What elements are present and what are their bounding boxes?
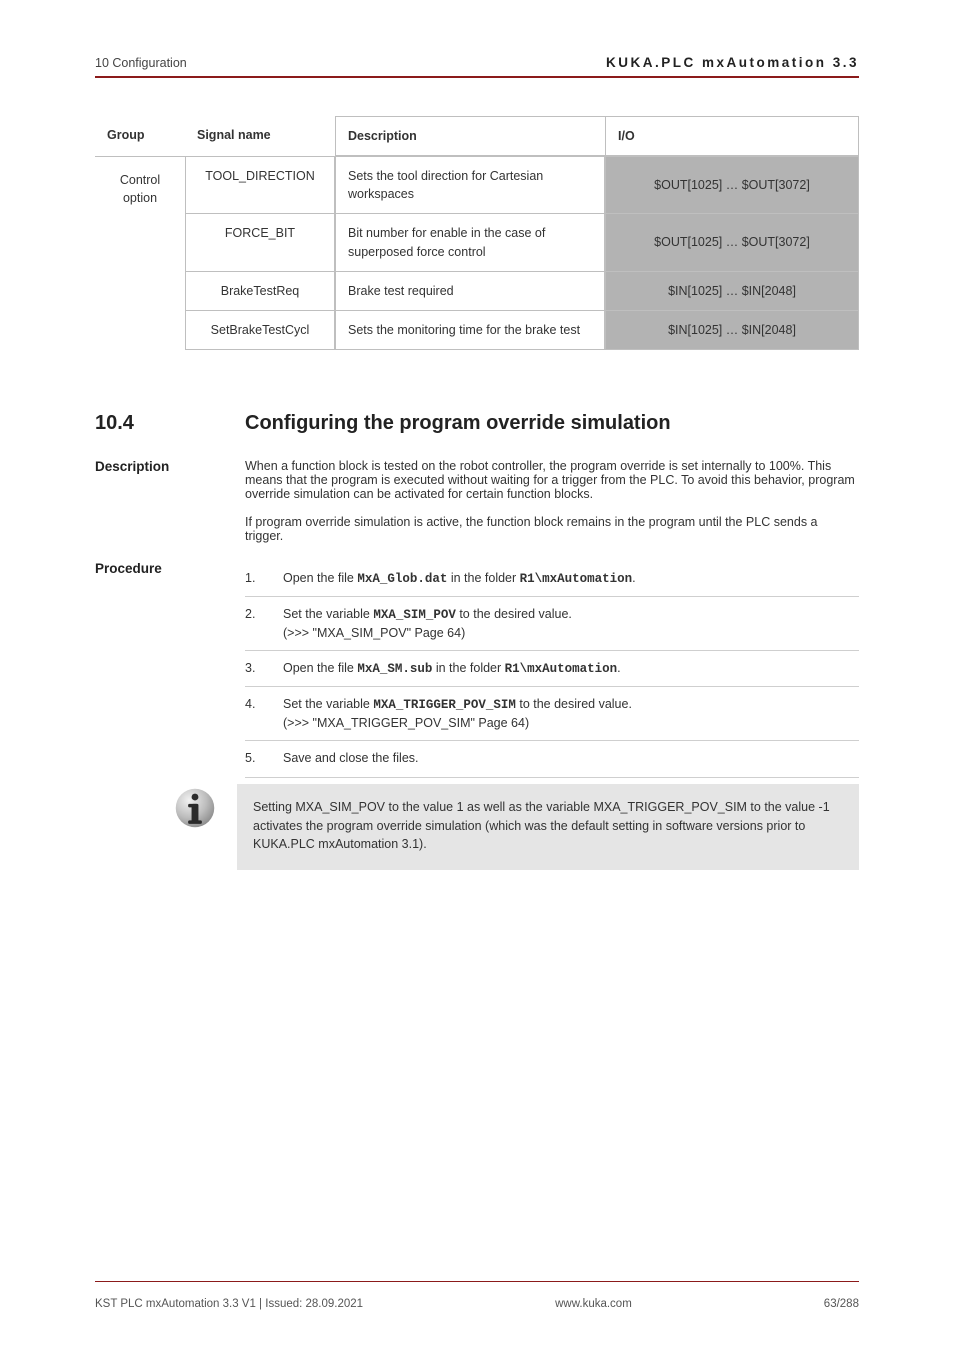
procedure-step: 3. Open the file MxA_SM.sub in the folde… (245, 651, 859, 687)
step-subtext: (>>> "MXA_SIM_POV" Page 64) (283, 626, 859, 640)
table-row: FORCE_BIT Bit number for enable in the c… (95, 214, 859, 271)
signal-desc: Sets the monitoring time for the brake t… (335, 311, 605, 350)
table-col-io: I/O (605, 116, 859, 156)
page-header: 10 Configuration KUKA.PLC mxAutomation 3… (95, 55, 859, 70)
signal-desc: Sets the tool direction for Cartesian wo… (335, 156, 605, 214)
step-text: Open the file MxA_SM.sub in the folder R… (283, 661, 859, 676)
procedure-step: 4. Set the variable MXA_TRIGGER_POV_SIM … (245, 687, 859, 741)
io-spec-table: Group Signal name Description I/O Contro… (95, 116, 859, 350)
procedure-step: 2. Set the variable MXA_SIM_POV to the d… (245, 597, 859, 651)
header-rule (95, 76, 859, 78)
signal-name: FORCE_BIT (185, 214, 335, 271)
signal-io: $OUT[1025] … $OUT[3072] (605, 156, 859, 214)
footer-url: www.kuka.com (555, 1298, 632, 1310)
signal-name: SetBrakeTestCycl (185, 311, 335, 350)
signal-io: $IN[1025] … $IN[2048] (605, 272, 859, 311)
step-number: 4. (245, 697, 265, 730)
step-text: Save and close the files. (283, 751, 859, 765)
table-body: Control option TOOL_DIRECTION Sets the t… (95, 156, 859, 350)
section-heading: 10.4 Configuring the program override si… (95, 412, 859, 435)
desc-para: If program override simulation is active… (245, 515, 859, 543)
page-footer: KST PLC mxAutomation 3.3 V1 | Issued: 28… (95, 1298, 859, 1310)
info-icon (173, 786, 217, 830)
table-row: BrakeTestReq Brake test required $IN[102… (95, 272, 859, 311)
side-label-description: Description (95, 459, 235, 474)
description-body: When a function block is tested on the r… (245, 459, 859, 543)
procedure-step: 5. Save and close the files. (245, 741, 859, 775)
step-number: 2. (245, 607, 265, 640)
section-title: Configuring the program override simulat… (245, 412, 671, 435)
footer-rule (95, 1281, 859, 1282)
table-col-desc: Description (335, 116, 605, 156)
desc-para: When a function block is tested on the r… (245, 459, 859, 501)
signal-io: $OUT[1025] … $OUT[3072] (605, 214, 859, 271)
table-col-signal: Signal name (185, 116, 335, 156)
header-product: KUKA.PLC mxAutomation 3.3 (606, 55, 859, 70)
step-number: 5. (245, 751, 265, 765)
step-number: 1. (245, 571, 265, 586)
side-label-procedure: Procedure (95, 561, 235, 576)
info-note: Setting MXA_SIM_POV to the value 1 as we… (245, 784, 859, 870)
step-text: Set the variable MXA_SIM_POV to the desi… (283, 607, 859, 640)
step-subtext: (>>> "MXA_TRIGGER_POV_SIM" Page 64) (283, 716, 859, 730)
section-number: 10.4 (95, 412, 217, 435)
procedure-body: 1. Open the file MxA_Glob.dat in the fol… (245, 561, 859, 870)
table-row: SetBrakeTestCycl Sets the monitoring tim… (95, 311, 859, 350)
signal-io: $IN[1025] … $IN[2048] (605, 311, 859, 350)
signal-name: TOOL_DIRECTION (185, 156, 335, 214)
footer-page: 63/288 (824, 1298, 859, 1310)
table-group-label: Control option (95, 156, 185, 350)
info-text: Setting MXA_SIM_POV to the value 1 as we… (237, 784, 859, 870)
header-section: 10 Configuration (95, 56, 187, 70)
step-number: 3. (245, 661, 265, 676)
table-col-group: Group (95, 116, 185, 156)
step-text: Open the file MxA_Glob.dat in the folder… (283, 571, 859, 586)
signal-desc: Bit number for enable in the case of sup… (335, 214, 605, 271)
signal-desc: Brake test required (335, 272, 605, 311)
signal-name: BrakeTestReq (185, 272, 335, 311)
procedure-step: 1. Open the file MxA_Glob.dat in the fol… (245, 561, 859, 597)
footer-doc-id: KST PLC mxAutomation 3.3 V1 | Issued: 28… (95, 1298, 363, 1310)
step-text: Set the variable MXA_TRIGGER_POV_SIM to … (283, 697, 859, 730)
table-row: Control option TOOL_DIRECTION Sets the t… (95, 156, 859, 214)
